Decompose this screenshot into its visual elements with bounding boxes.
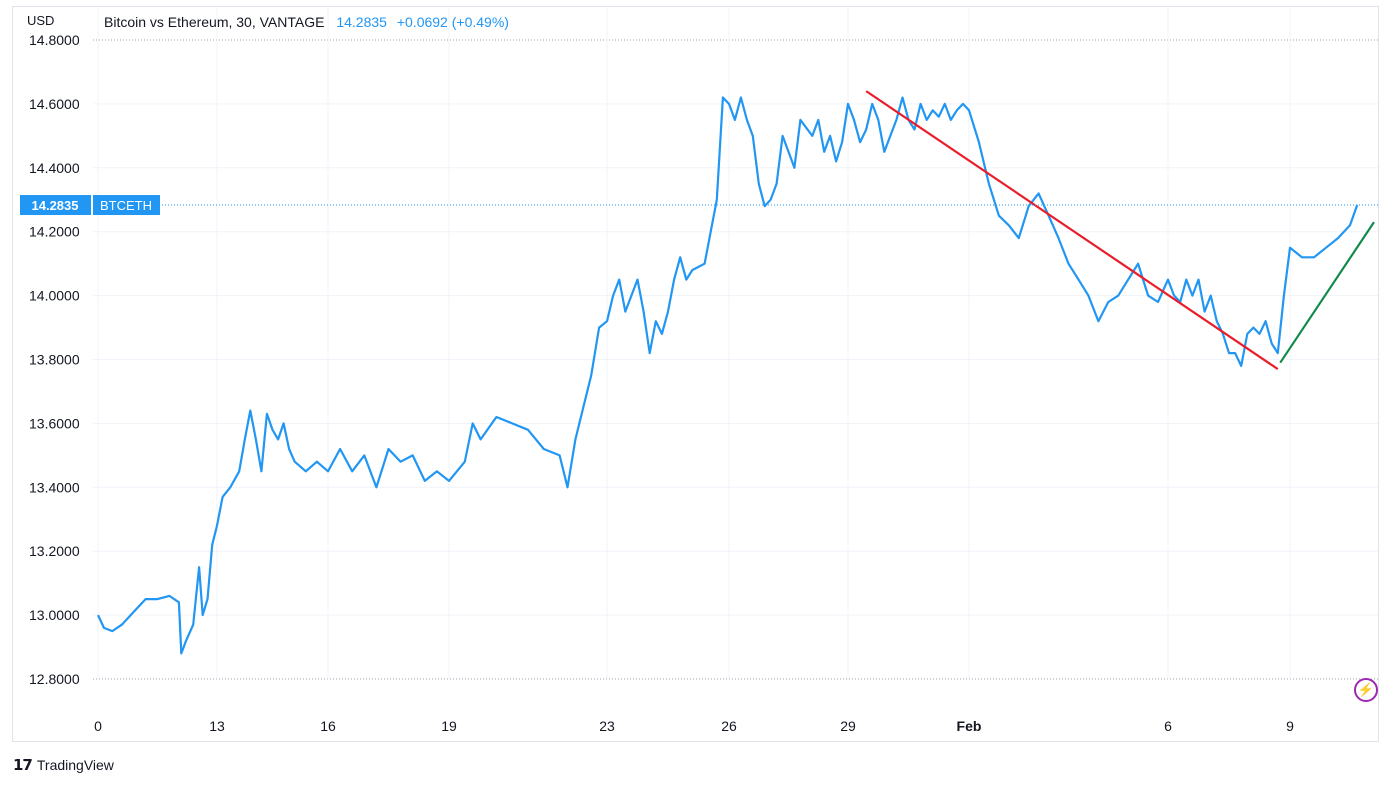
- x-tick-label: Feb: [957, 718, 982, 734]
- tradingview-logo-icon: 17: [13, 756, 33, 774]
- y-tick-label: 13.8000: [29, 352, 80, 368]
- x-tick-label: 16: [320, 718, 336, 734]
- symbol-tag-label: BTCETH: [100, 198, 152, 213]
- x-tick-label: 9: [1286, 718, 1294, 734]
- x-tick-label: 6: [1164, 718, 1172, 734]
- chart-legend: Bitcoin vs Ethereum, 30, VANTAGE 14.2835…: [104, 14, 509, 30]
- x-tick-label: 13: [209, 718, 225, 734]
- price-tag: 14.2835 BTCETH: [20, 195, 1378, 216]
- lightning-icon[interactable]: ⚡: [1354, 678, 1378, 702]
- x-tick-label: 0: [94, 718, 102, 734]
- y-tick-label: 14.2000: [29, 224, 80, 240]
- price-change: +0.0692 (+0.49%): [396, 14, 509, 30]
- axes: 14.8000 14.6000 14.4000 14.2000 14.0000 13.80…: [29, 32, 1294, 734]
- chart-border: [12, 6, 1379, 742]
- downtrend-trendline[interactable]: [865, 90, 1279, 370]
- symbol-tag-box: [93, 195, 160, 216]
- y-tick-label: 14.4000: [29, 160, 80, 176]
- series-layer: [97, 96, 1359, 655]
- grid: [93, 8, 1378, 680]
- price-tag-box: [20, 195, 91, 216]
- currency-label: USD: [27, 13, 55, 28]
- last-value: 14.2835: [336, 14, 387, 30]
- uptrend-trendline[interactable]: [1279, 221, 1375, 364]
- y-tick-label: 12.8000: [29, 671, 80, 687]
- series-line-btceth: [97, 96, 1359, 655]
- y-tick-label: 13.6000: [29, 415, 80, 431]
- x-tick-label: 23: [599, 718, 615, 734]
- brand-name: TradingView: [36, 757, 114, 773]
- x-tick-label: 19: [441, 718, 457, 734]
- y-tick-label: 13.4000: [29, 479, 80, 495]
- y-tick-label: 14.0000: [29, 288, 80, 304]
- y-tick-label: 13.0000: [29, 607, 80, 623]
- tradingview-branding[interactable]: 17 TradingView: [13, 756, 114, 774]
- price-tag-value: 14.2835: [32, 198, 79, 213]
- x-tick-label: 29: [840, 718, 856, 734]
- trendlines-layer[interactable]: [865, 90, 1375, 370]
- y-tick-label: 13.2000: [29, 543, 80, 559]
- y-tick-label: 14.6000: [29, 96, 80, 112]
- y-tick-label: 14.8000: [29, 32, 80, 48]
- x-tick-label: 26: [721, 718, 737, 734]
- symbol-title: Bitcoin vs Ethereum, 30, VANTAGE: [104, 14, 325, 30]
